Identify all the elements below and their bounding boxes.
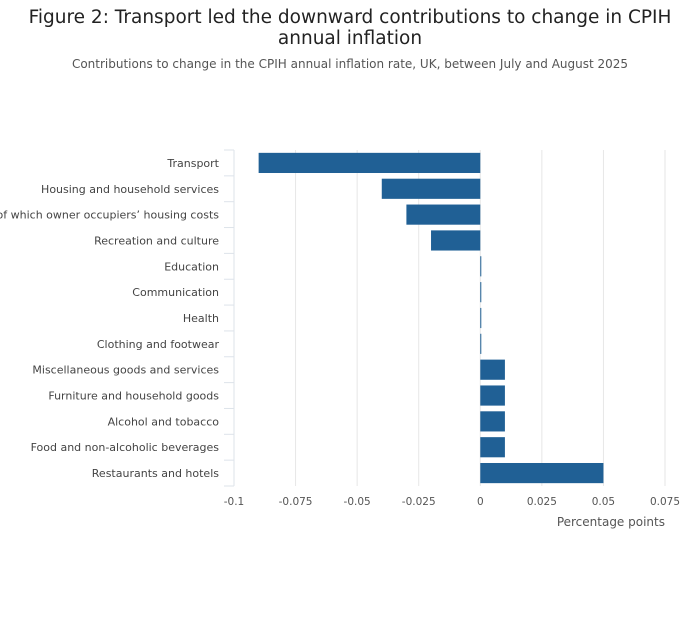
category-label: of which owner occupiers’ housing costs bbox=[0, 209, 219, 222]
bar[interactable] bbox=[480, 359, 505, 380]
category-label: Housing and household services bbox=[41, 183, 219, 196]
bar[interactable] bbox=[480, 256, 482, 277]
x-tick-label: 0.025 bbox=[527, 496, 557, 508]
category-ticks bbox=[224, 149, 235, 487]
x-tick-label: -0.025 bbox=[402, 496, 436, 508]
bar[interactable] bbox=[480, 411, 505, 432]
x-tick-label: -0.1 bbox=[224, 496, 245, 508]
category-label: Restaurants and hotels bbox=[92, 467, 219, 480]
x-tick-labels: -0.1 -0.075 -0.05 -0.025 0 0.025 0.05 0.075 bbox=[224, 496, 680, 508]
x-tick-label: -0.075 bbox=[279, 496, 313, 508]
category-label: Communication bbox=[132, 286, 219, 299]
bar[interactable] bbox=[480, 307, 482, 329]
category-label: Miscellaneous goods and services bbox=[32, 364, 219, 377]
bar[interactable] bbox=[381, 178, 481, 199]
bar[interactable] bbox=[431, 230, 481, 251]
category-labels: Transport Housing and household services o… bbox=[0, 157, 220, 480]
bar[interactable] bbox=[406, 204, 481, 225]
x-tick-label: 0 bbox=[477, 496, 484, 508]
bar[interactable] bbox=[480, 437, 505, 458]
bar[interactable] bbox=[480, 282, 482, 303]
bar[interactable] bbox=[258, 152, 481, 174]
category-label: Food and non-alcoholic beverages bbox=[31, 441, 220, 454]
category-label: Alcohol and tobacco bbox=[108, 415, 220, 428]
x-tick-label: -0.05 bbox=[344, 496, 371, 508]
bar[interactable] bbox=[480, 385, 505, 406]
x-tick-label: 0.05 bbox=[592, 496, 615, 508]
category-label: Recreation and culture bbox=[94, 234, 219, 247]
category-label: Furniture and household goods bbox=[48, 390, 219, 403]
category-label: Transport bbox=[166, 157, 219, 170]
bar[interactable] bbox=[480, 333, 482, 354]
category-label: Education bbox=[164, 260, 219, 273]
bar[interactable] bbox=[480, 462, 604, 484]
category-label: Health bbox=[183, 312, 219, 325]
x-tick-label: 0.075 bbox=[650, 496, 680, 508]
x-axis-title: Percentage points bbox=[557, 515, 665, 529]
bars bbox=[258, 152, 604, 484]
chart-subtitle: Contributions to change in the CPIH annu… bbox=[71, 57, 629, 71]
category-label: Clothing and footwear bbox=[97, 338, 220, 351]
chart-title: Figure 2: Transport led the downward con… bbox=[28, 7, 672, 49]
